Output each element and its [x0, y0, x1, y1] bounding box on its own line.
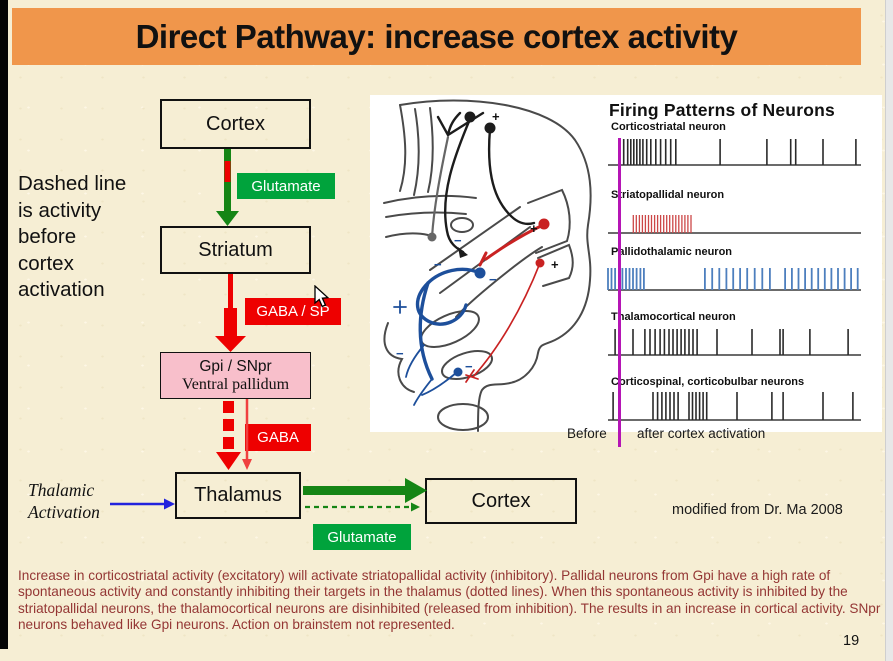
box-thalamus: Thalamus: [175, 472, 301, 519]
left-black-edge: [0, 0, 8, 649]
spike-train: [607, 268, 861, 291]
inhibitory-sign: −: [465, 359, 473, 374]
note-line: is activity: [18, 198, 102, 222]
box-striatum-label: Striatum: [198, 238, 273, 261]
label-gaba-sp-text: GABA / SP: [256, 303, 330, 320]
box-gpi-line2: Ventral pallidum: [181, 375, 290, 393]
note-line: before: [18, 225, 77, 248]
neuron-row-label: Corticospinal, corticobulbar neurons: [611, 376, 805, 388]
page-number: 19: [843, 633, 860, 649]
inhibitory-sign: −: [489, 272, 497, 287]
label-gaba-sp: GABA / SP: [245, 298, 341, 325]
cortex-activation-marker-line: [618, 138, 621, 447]
label-glutamate-top: Glutamate: [237, 173, 335, 199]
box-thalamus-label: Thalamus: [194, 484, 282, 506]
dashed-line-note: Dashed line is activity before cortex activa…: [18, 171, 158, 304]
neuron-row-label: Thalamocortical neuron: [611, 311, 736, 323]
spike-train: [608, 215, 861, 234]
spike-train: [608, 392, 861, 421]
spike-train: [608, 139, 861, 166]
box-gpi-snpr: Gpi / SNpr Ventral pallidum: [160, 352, 311, 399]
box-cortex-right-label: Cortex: [471, 489, 531, 512]
explanation-paragraph: Increase in corticostriatal activity (ex…: [18, 568, 881, 633]
excitatory-sign: +: [492, 109, 500, 124]
right-window-edge: [885, 0, 893, 661]
spike-train: [608, 329, 861, 356]
label-glutamate-top-text: Glutamate: [251, 177, 321, 195]
excitatory-sign: +: [530, 221, 538, 236]
note-line: cortex: [18, 251, 74, 275]
neuron-row-label: Striatopallidal neuron: [611, 189, 725, 201]
note-line: Dashed line: [18, 172, 127, 195]
label-glutamate-bottom: Glutamate: [313, 524, 411, 550]
excitatory-sign: +: [551, 257, 559, 272]
box-cortex-top-label: Cortex: [206, 112, 265, 135]
box-cortex-top: Cortex: [160, 99, 311, 149]
page-title: Direct Pathway: increase cortex activity: [135, 17, 738, 55]
box-striatum: Striatum: [160, 226, 311, 274]
inhibitory-sign: −: [454, 233, 462, 248]
note-line: activation: [18, 278, 105, 301]
caption-before: Before: [567, 426, 607, 441]
label-glutamate-bottom-text: Glutamate: [327, 528, 397, 546]
caption-after: after cortex activation: [637, 426, 766, 441]
firing-patterns-title: Firing Patterns of Neurons: [609, 100, 835, 120]
neuron-row-label: Corticostriatal neuron: [611, 121, 726, 133]
thalamic-line1: Thalamic: [28, 480, 95, 500]
slide-title-bar: Direct Pathway: increase cortex activity: [12, 8, 861, 65]
brain-circuit-diagram: + + + − − − − −: [370, 95, 601, 432]
neuron-row-label: Pallidothalamic neuron: [611, 246, 733, 258]
brain-outline-svg: [383, 99, 592, 432]
inhibitory-sign: −: [396, 346, 404, 361]
figure-panel: + + + − − − − − Firing Patterns of Neurons Cort…: [370, 95, 882, 432]
box-gpi-line1: Gpi / SNpr: [199, 357, 272, 375]
box-cortex-right: Cortex: [425, 478, 577, 524]
firing-patterns-panel: Firing Patterns of Neurons Corticostriat…: [601, 95, 882, 432]
credit-text: modified from Dr. Ma 2008: [672, 502, 843, 518]
label-gaba-text: GABA: [257, 429, 299, 446]
thalamic-activation-label: Thalamic Activation: [28, 479, 100, 523]
thalamic-line2: Activation: [28, 502, 100, 522]
label-gaba: GABA: [245, 424, 311, 451]
inhibitory-sign: −: [434, 257, 442, 272]
